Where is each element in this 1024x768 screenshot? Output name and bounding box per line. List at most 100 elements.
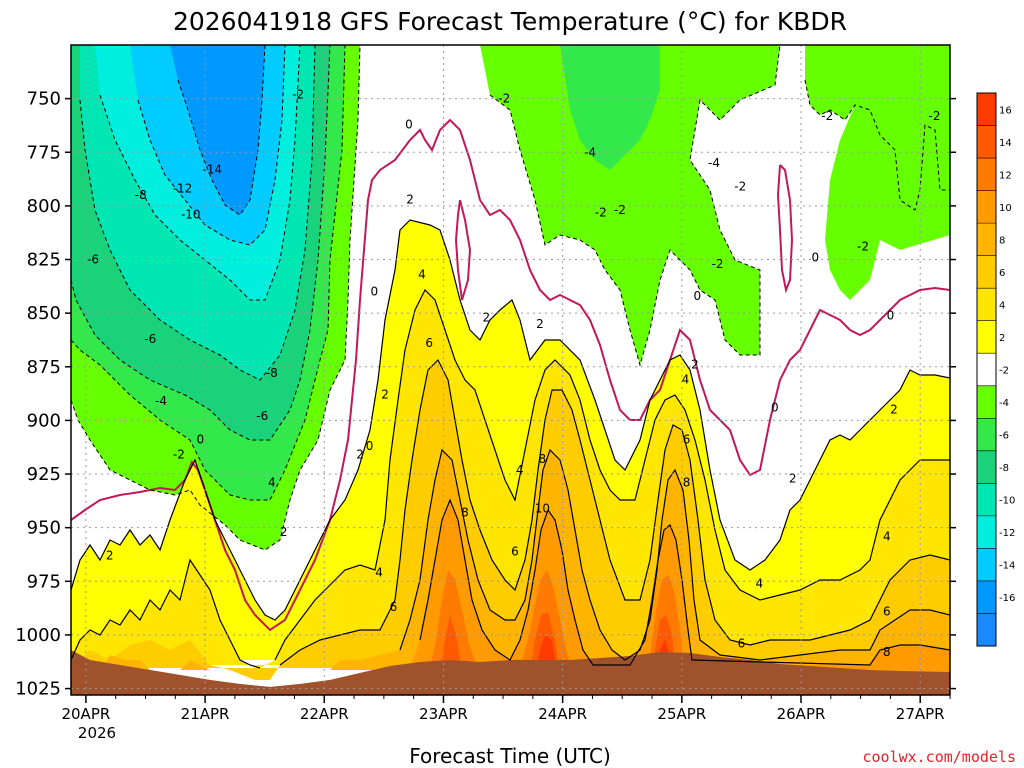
contour-label: -2 [498,92,510,106]
colorbar-swatch [977,255,996,289]
contour-line-2-left [71,379,379,621]
contour-label: 8 [683,476,691,490]
contour-labels: -14-12-10-8-6-6-4-2-8-64220-20-224682022… [87,87,940,659]
x-tick-label: 27APR [896,705,945,723]
x-tick-label: 23APR [419,705,468,723]
contour-label: 4 [375,566,383,580]
contour-line-minus-8 [79,45,316,381]
contour-label: 4 [516,463,524,477]
contour-label: 4 [682,373,690,387]
y-tick-label: 975 [27,571,61,592]
y-tick-label: 950 [27,518,61,539]
y-tick-label: 800 [27,196,61,217]
contour-label: 2 [789,471,797,485]
contour-label: 2 [381,388,389,402]
contour-label: -10 [181,207,201,221]
contour-label: -2 [614,203,626,217]
colorbar-swatch [977,93,996,127]
region-minus-4-upper [560,45,660,170]
colorbar-swatch [977,385,996,419]
colorbar-swatch [977,483,996,517]
contour-label: 6 [738,637,746,651]
contour-label: 2 [106,549,114,563]
contour-label: 0 [771,401,779,415]
chart-title: 2026041918 GFS Forecast Temperature (°C)… [173,7,847,36]
contour-label: 8 [883,645,891,659]
colorbar-label: -4 [999,398,1009,409]
contour-label: 2 [280,525,288,539]
contour-label: 4 [268,476,276,490]
colorbar-swatch [977,223,996,257]
grid-lines [71,45,950,695]
y-tick-label: 925 [27,464,61,485]
contour-label: 6 [511,544,519,558]
colorbar-label: 16 [999,105,1012,116]
contour-label: -2 [292,87,304,101]
colorbar-swatch [977,320,996,354]
contour-label: 6 [683,433,691,447]
colorbar-swatch [977,418,996,452]
contour-line-4-left [71,558,261,669]
colorbar-swatch [977,580,996,614]
colorbar-swatch [977,515,996,549]
colorbar-label: -8 [999,463,1009,474]
contour-label: -8 [135,188,147,202]
contour-line-4 [274,288,950,661]
contour-label: 0 [196,433,204,447]
source-credit[interactable]: coolwx.com/models [862,748,1016,766]
colorbar-swatch [977,158,996,192]
y-tick-label: 1000 [15,625,61,646]
region-minus-16 [170,45,265,215]
colorbar-swatch [977,190,996,224]
contour-line-minus-2-right [804,79,950,211]
x-axis-year: 2026 [78,724,116,742]
contour-label: -2 [173,448,185,462]
x-tick-label: 22APR [300,705,349,723]
region-plus-2 [71,220,950,660]
colorbar-label: 14 [999,138,1012,149]
colorbar-swatch [977,450,996,484]
contour-label: -4 [584,145,596,159]
x-tick-label: 26APR [777,705,826,723]
x-tick-label: 25APR [657,705,706,723]
colorbar-label: 12 [999,170,1012,181]
contour-label: -14 [202,162,222,176]
colorbar-swatch [977,548,996,582]
colorbar-label: -12 [999,528,1015,539]
contour-label: -4 [155,394,167,408]
contour-label: 4 [418,268,426,282]
y-tick-label: 875 [27,357,61,378]
x-axis: 20APR 21APR 22APR 23APR 24APR 25APR 26APR 27APR [61,695,951,723]
freezing-level-contour-2 [454,199,472,301]
contour-label: 0 [811,250,819,264]
colorbar-label: 10 [999,203,1012,214]
colorbar-label: 8 [999,235,1005,246]
colorbar-swatch [977,613,996,647]
y-tick-label: 825 [27,250,61,271]
contour-label: 0 [694,289,702,303]
contour-label: 6 [390,600,398,614]
contour-label: -6 [256,409,268,423]
contour-line-10 [419,498,950,666]
y-tick-label: 775 [27,142,61,163]
y-tick-label: 750 [27,89,61,110]
plot-frame [70,44,951,696]
contour-line-minus-4 [71,45,346,501]
contour-label: 2 [536,317,544,331]
colorbar-swatch [977,353,996,387]
x-tick-label: 24APR [538,705,587,723]
colorbar-label: -10 [999,496,1015,507]
contour-label: 0 [366,439,374,453]
colorbar-label: 6 [999,268,1005,279]
contour-line-2 [377,219,950,571]
contour-label: 0 [371,285,379,299]
colorbar-label: -16 [999,593,1015,604]
contour-line-minus-10 [99,45,301,301]
freezing-level-contour [71,118,950,632]
contour-label: 4 [755,576,763,590]
contour-label: 0 [405,117,413,131]
contour-line-minus-2-upper [489,45,781,367]
contour-label: -2 [712,257,724,271]
contour-label: -8 [266,366,278,380]
